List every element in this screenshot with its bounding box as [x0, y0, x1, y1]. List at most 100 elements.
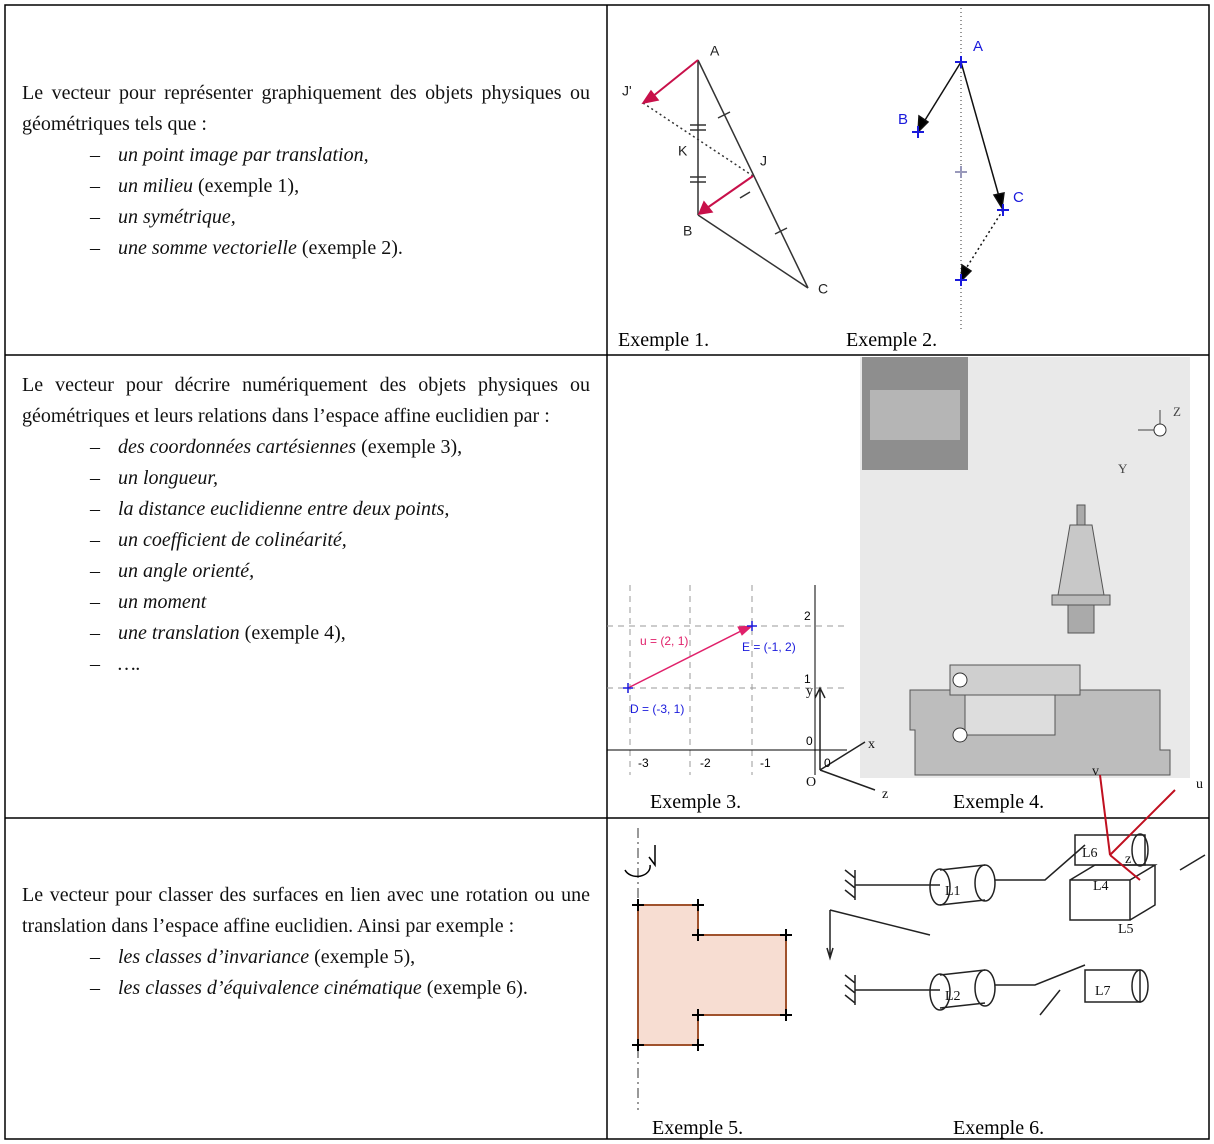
item-text: les classes d’invariance (exemple 5),: [118, 942, 590, 973]
item-italic: un point image par translation,: [118, 144, 369, 166]
item-text: un angle orienté,: [118, 556, 590, 587]
figure-label: -2: [700, 756, 711, 770]
figure-label: L1: [945, 884, 961, 899]
list-item: – un symétrique,: [90, 202, 590, 233]
item-plain: (exemple 2).: [296, 237, 403, 259]
figure-label: -3: [638, 756, 649, 770]
figure-label: 0: [824, 756, 831, 770]
figure-label: J: [760, 153, 767, 169]
item-text: une somme vectorielle (exemple 2).: [118, 233, 590, 264]
item-plain: (exemple 3),: [356, 436, 463, 458]
figure-label: L4: [1093, 879, 1109, 894]
example1-drawing: [641, 59, 809, 289]
figure-label: L5: [1118, 922, 1134, 937]
caption: Exemple 2.: [846, 329, 938, 351]
figure-label: B: [683, 223, 692, 239]
dash: –: [90, 175, 100, 197]
figure-label: A: [710, 43, 720, 59]
figure-label: K: [678, 143, 688, 159]
list-item: – un milieu (exemple 1),: [90, 171, 590, 202]
figure-label: C: [1013, 189, 1024, 206]
list-item: – un angle orienté,: [90, 556, 590, 587]
item-text: un coefficient de colinéarité,: [118, 525, 590, 556]
item-text: ….: [118, 649, 590, 680]
item-italic: un angle orienté,: [118, 560, 255, 582]
item-italic: un moment: [118, 591, 207, 613]
dash: –: [90, 529, 100, 551]
list-item: – un longueur,: [90, 463, 590, 494]
dash: –: [90, 144, 100, 166]
figure-label: B: [898, 111, 908, 128]
figure-label: u: [1196, 777, 1203, 792]
example4-drawing: [860, 357, 1190, 778]
figure-label: u = (2, 1): [640, 634, 688, 648]
dash: –: [90, 591, 100, 613]
item-plain: (exemple 4),: [239, 622, 346, 644]
dash: –: [90, 237, 100, 259]
list-item: – un point image par translation,: [90, 140, 590, 171]
dash: –: [90, 946, 100, 968]
caption: Exemple 5.: [652, 1117, 744, 1139]
item-italic: une somme vectorielle: [118, 237, 297, 259]
item-text: un milieu (exemple 1),: [118, 171, 590, 202]
figure-label: z: [1125, 852, 1131, 867]
dash: –: [90, 977, 100, 999]
list-item: –….: [90, 649, 590, 680]
item-text: les classes d’équivalence cinématique (e…: [118, 973, 590, 1004]
example6-drawing: [814, 686, 1206, 1016]
figure-label: y: [806, 684, 813, 699]
dash: –: [90, 498, 100, 520]
list-item: – les classes d’invariance (exemple 5),: [90, 942, 590, 973]
figure-label: J': [622, 83, 632, 99]
list-item: – une translation (exemple 4),: [90, 618, 590, 649]
text-cell: Le vecteur pour classer des surfaces en …: [22, 880, 590, 1004]
list-item: – des coordonnées cartésiennes (exemple 3…: [90, 432, 590, 463]
figure-label: Z: [1173, 404, 1181, 419]
figure-label: L7: [1095, 984, 1111, 999]
item-text: une translation (exemple 4),: [118, 618, 590, 649]
figure-label: A: [973, 38, 983, 55]
list-item: – un moment: [90, 587, 590, 618]
item-text: un symétrique,: [118, 202, 590, 233]
figure-label: C: [818, 281, 828, 297]
figure-label: x: [868, 737, 875, 752]
dash: –: [90, 653, 100, 675]
caption: Exemple 1.: [618, 329, 710, 351]
item-italic: ….: [118, 653, 141, 675]
item-text: un moment: [118, 587, 590, 618]
item-italic: un coefficient de colinéarité,: [118, 529, 347, 551]
example2-drawing: [912, 8, 1009, 330]
intro: Le vecteur pour représenter graphiquemen…: [22, 82, 590, 135]
list-item: – un coefficient de colinéarité,: [90, 525, 590, 556]
item-italic: les classes d’invariance: [118, 946, 310, 968]
list-item: – une somme vectorielle (exemple 2).: [90, 233, 590, 264]
figure-label: Y: [1118, 461, 1128, 476]
figure-label: L6: [1082, 846, 1098, 861]
dash: –: [90, 436, 100, 458]
figure-label: L2: [945, 989, 961, 1004]
dash: –: [90, 622, 100, 644]
figure-label: D = (-3, 1): [630, 702, 684, 716]
item-italic: des coordonnées cartésiennes: [118, 436, 357, 458]
item-plain: (exemple 1),: [193, 175, 300, 197]
dash: –: [90, 467, 100, 489]
text-cell: Le vecteur pour décrire numériquement de…: [22, 370, 590, 680]
figure-label: 0: [806, 734, 813, 748]
figure-label: v: [1092, 764, 1099, 779]
example5-drawing: [624, 828, 792, 1110]
intro: Le vecteur pour classer des surfaces en …: [22, 884, 590, 937]
item-text: la distance euclidienne entre deux point…: [118, 494, 590, 525]
item-plain: (exemple 6).: [421, 977, 528, 999]
table-borders: [4, 4, 1210, 1140]
item-italic: les classes d’équivalence cinématique: [118, 977, 422, 999]
intro: Le vecteur pour décrire numériquement de…: [22, 374, 590, 427]
dash: –: [90, 560, 100, 582]
caption: Exemple 3.: [650, 791, 742, 813]
item-text: un point image par translation,: [118, 140, 590, 171]
example3-drawing: [607, 585, 847, 775]
item-plain: (exemple 5),: [309, 946, 416, 968]
caption: Exemple 6.: [953, 1117, 1045, 1139]
item-italic: une translation: [118, 622, 240, 644]
